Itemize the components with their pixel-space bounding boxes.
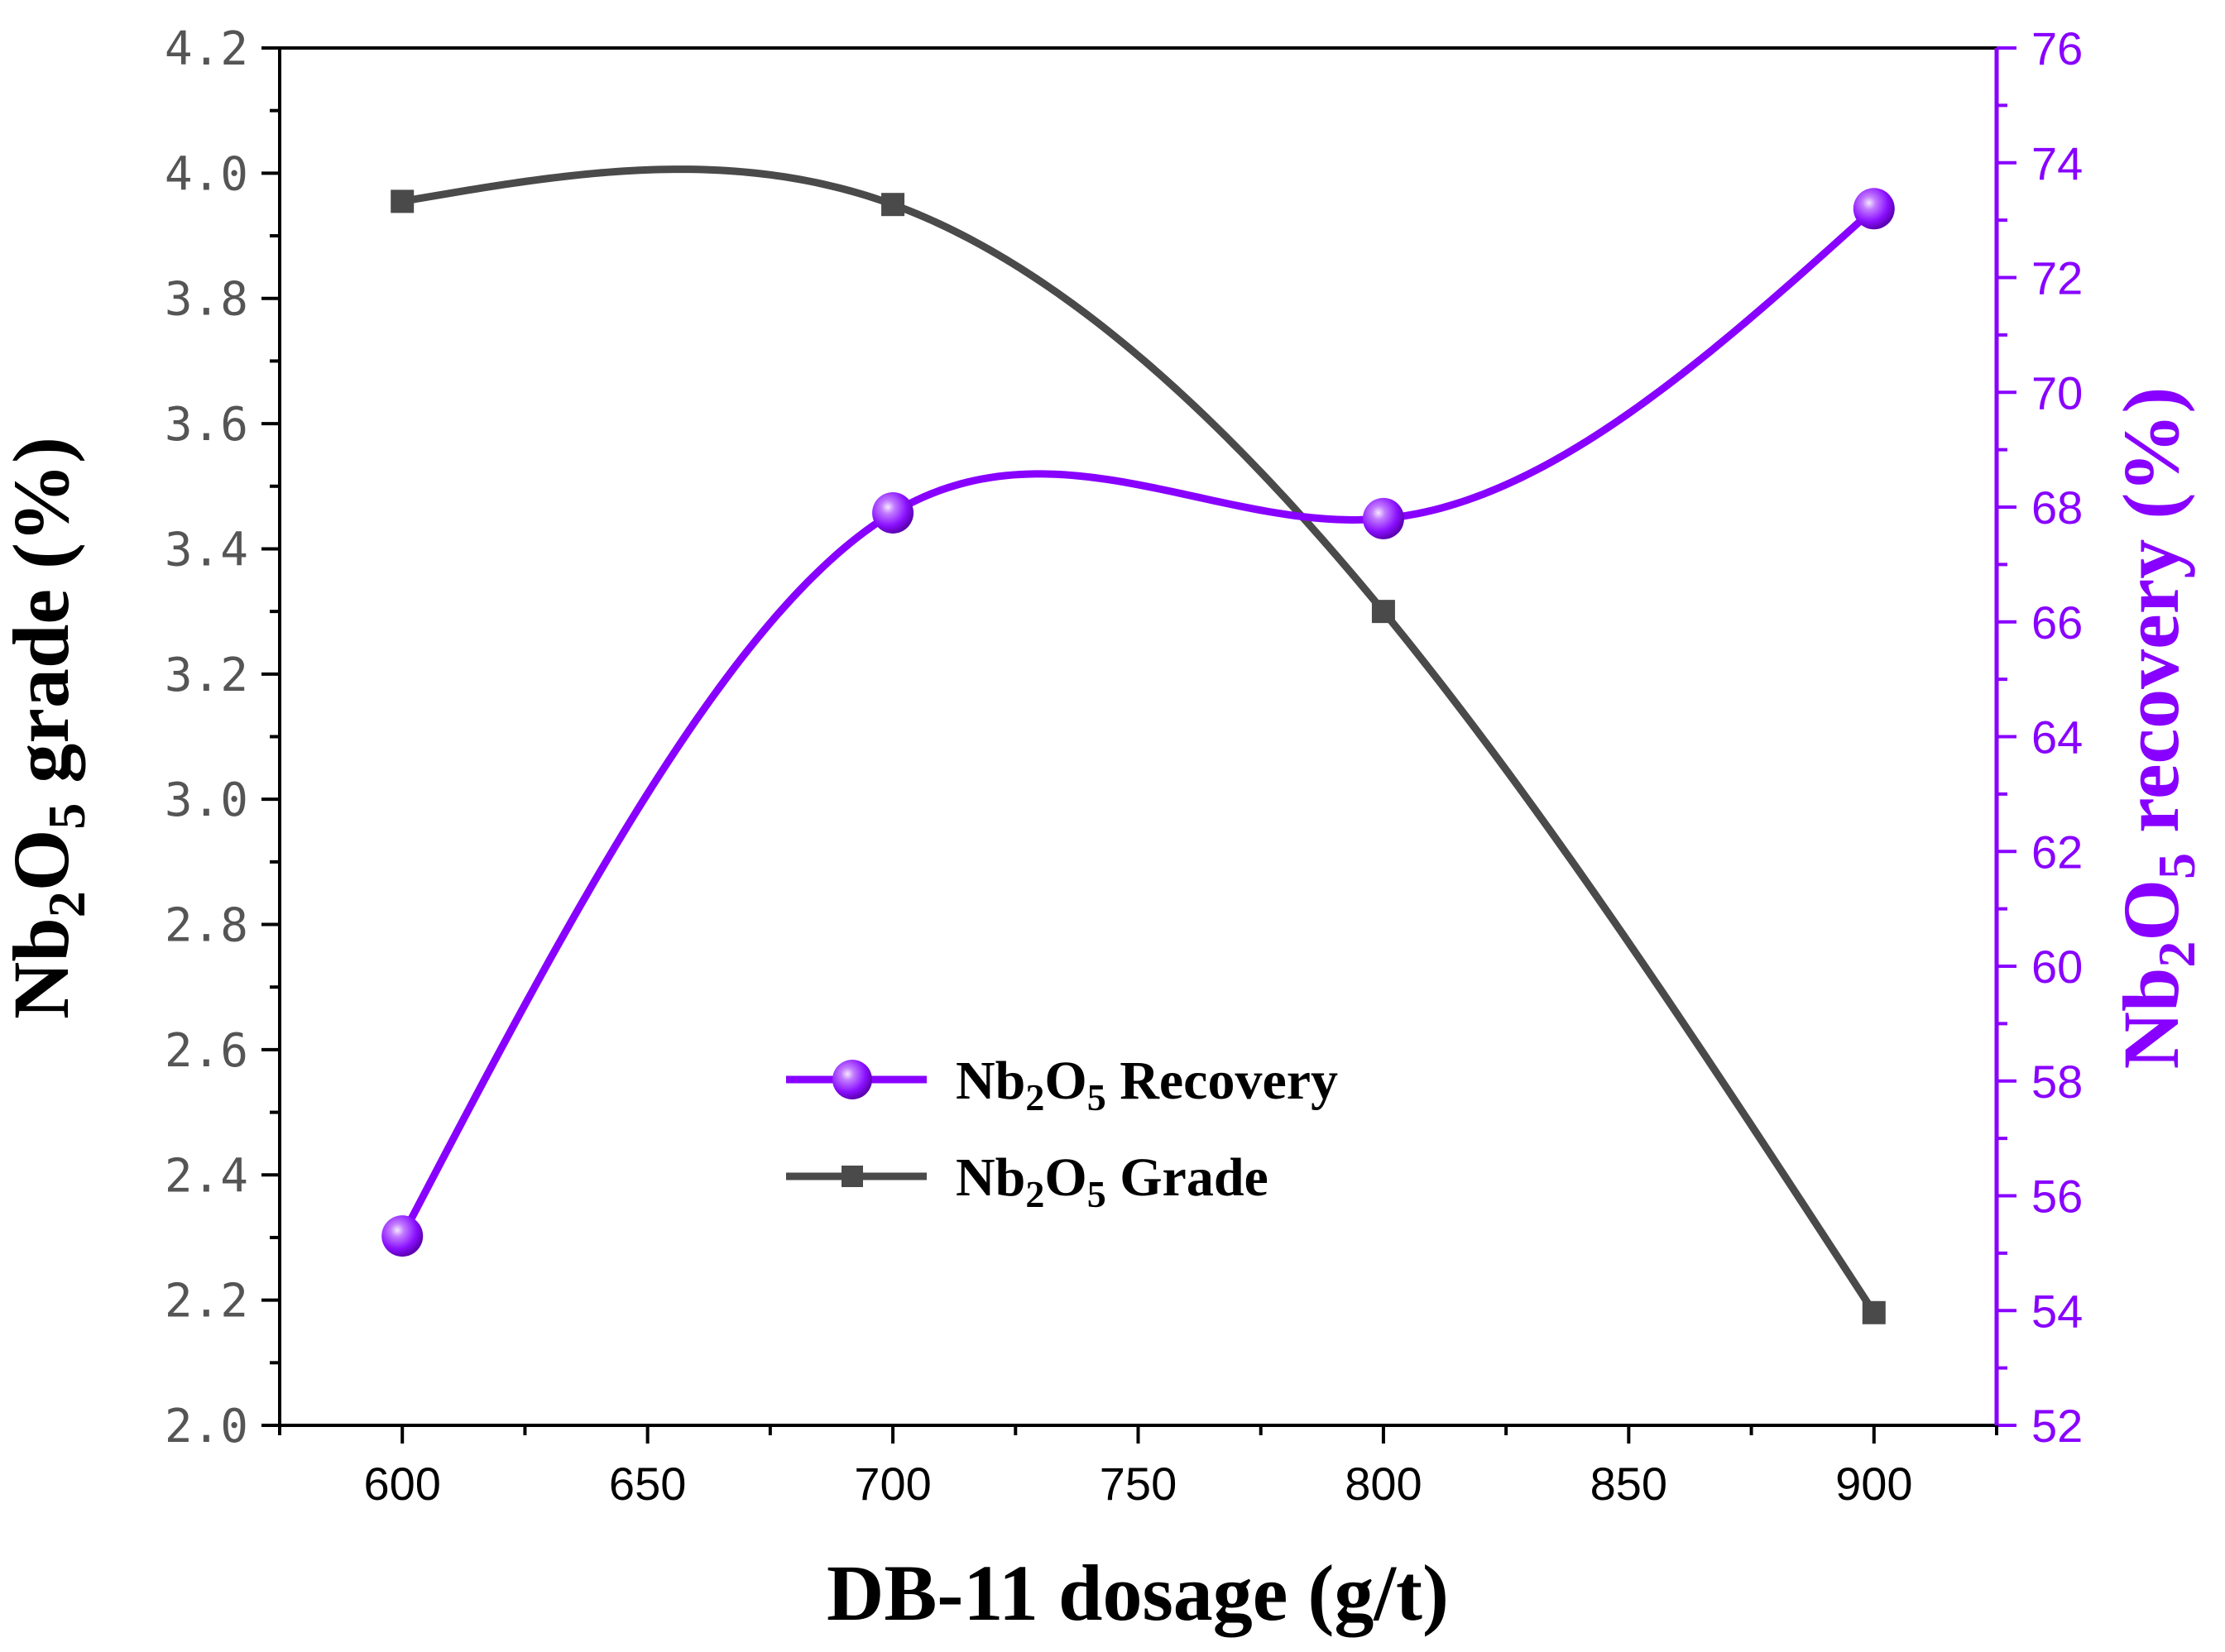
series-group — [381, 165, 1895, 1324]
y-right-title-sub2: 5 — [2147, 853, 2206, 879]
x-tick-label: 850 — [1590, 1458, 1667, 1510]
legend-marker-grade — [842, 1166, 863, 1187]
y-right-title-rest: recovery (%) — [2107, 387, 2195, 853]
grade-point — [1371, 600, 1395, 624]
y-right-title-mid: O — [2107, 879, 2195, 941]
y-left-tick-label: 2.8 — [165, 899, 248, 953]
legend-recovery-base: Nb — [956, 1051, 1025, 1111]
y-left-title-rest: grade (%) — [0, 437, 85, 803]
y-right-tick-label: 68 — [2031, 481, 2083, 534]
legend: Nb2O5 Recovery Nb2O5 Grade — [786, 1051, 1338, 1215]
legend-recovery-rest: Recovery — [1106, 1051, 1338, 1111]
x-tick-label: 900 — [1835, 1458, 1912, 1510]
y-left-tick-label: 2.0 — [165, 1400, 248, 1453]
y-right-tick-label: 62 — [2031, 826, 2083, 878]
recovery-point — [872, 491, 914, 534]
grade-point — [881, 193, 905, 217]
y-left-tick-label: 2.2 — [165, 1275, 248, 1329]
y-left-title-base: Nb — [0, 917, 85, 1019]
legend-grade-sub1: 2 — [1025, 1173, 1044, 1215]
y-left-tick-label: 3.6 — [165, 398, 248, 452]
legend-recovery-sub2: 5 — [1087, 1076, 1106, 1118]
y-right-tick-label: 72 — [2031, 252, 2083, 304]
y-left-tick-label: 4.2 — [165, 22, 248, 76]
y-left-title-sub1: 2 — [37, 891, 96, 917]
legend-grade-rest: Grade — [1106, 1147, 1268, 1208]
legend-entry-recovery: Nb2O5 Recovery — [786, 1051, 1338, 1118]
y-left-tick-label: 3.4 — [165, 523, 248, 577]
y-right-tick-label: 54 — [2031, 1285, 2083, 1337]
legend-grade-sub2: 5 — [1087, 1173, 1106, 1215]
y-right-tick-label: 64 — [2031, 711, 2083, 764]
y-left-tick-label: 2.6 — [165, 1024, 248, 1078]
y-left-tick-label: 4.0 — [165, 147, 248, 201]
y-right-tick-label: 52 — [2031, 1400, 2083, 1452]
legend-marker-recovery — [832, 1060, 872, 1099]
recovery-point — [1362, 497, 1404, 539]
legend-recovery-sub1: 2 — [1025, 1076, 1044, 1118]
y-left-title-mid: O — [0, 830, 85, 892]
y-right-tick-label: 58 — [2031, 1056, 2083, 1108]
legend-label-grade: Nb2O5 Grade — [956, 1147, 1268, 1215]
y-right-title-sub1: 2 — [2147, 941, 2206, 968]
y-right-tick-label: 66 — [2031, 596, 2083, 649]
y-axis-right-title: Nb2O5 recovery (%) — [2107, 387, 2206, 1070]
recovery-line — [399, 205, 1877, 1238]
legend-recovery-mid: O — [1044, 1051, 1086, 1111]
x-tick-label: 600 — [363, 1458, 440, 1510]
legend-grade-mid: O — [1044, 1147, 1086, 1208]
y-right-tick-label: 74 — [2031, 137, 2083, 189]
y-right-tick-label: 70 — [2031, 366, 2083, 419]
y-right-tick-label: 60 — [2031, 941, 2083, 993]
x-tick-label: 750 — [1100, 1458, 1177, 1510]
recovery-point — [1853, 188, 1895, 230]
y-right-tick-label: 56 — [2031, 1171, 2083, 1223]
axes-group: 2.02.22.42.62.83.03.23.43.63.84.04.25254… — [165, 22, 2083, 1510]
legend-entry-grade: Nb2O5 Grade — [786, 1147, 1268, 1215]
recovery-point — [381, 1215, 424, 1257]
y-axis-left-title: Nb2O5 grade (%) — [0, 437, 96, 1019]
legend-label-recovery: Nb2O5 Recovery — [956, 1051, 1338, 1118]
grade-line — [401, 165, 1877, 1315]
legend-grade-base: Nb — [956, 1147, 1025, 1208]
y-left-tick-label: 3.8 — [165, 273, 248, 327]
y-left-tick-label: 2.4 — [165, 1149, 248, 1203]
grade-point — [1862, 1300, 1886, 1324]
y-left-tick-label: 3.0 — [165, 773, 248, 827]
y-left-title-sub2: 5 — [37, 803, 96, 830]
x-tick-label: 700 — [854, 1458, 931, 1510]
x-axis-title: DB-11 dosage (g/t) — [827, 1549, 1449, 1637]
x-tick-label: 650 — [609, 1458, 686, 1510]
y-left-tick-label: 3.2 — [165, 649, 248, 702]
x-tick-label: 800 — [1345, 1458, 1422, 1510]
y-right-tick-label: 76 — [2031, 22, 2083, 74]
y-right-title-base: Nb — [2107, 968, 2195, 1070]
grade-point — [391, 189, 415, 213]
